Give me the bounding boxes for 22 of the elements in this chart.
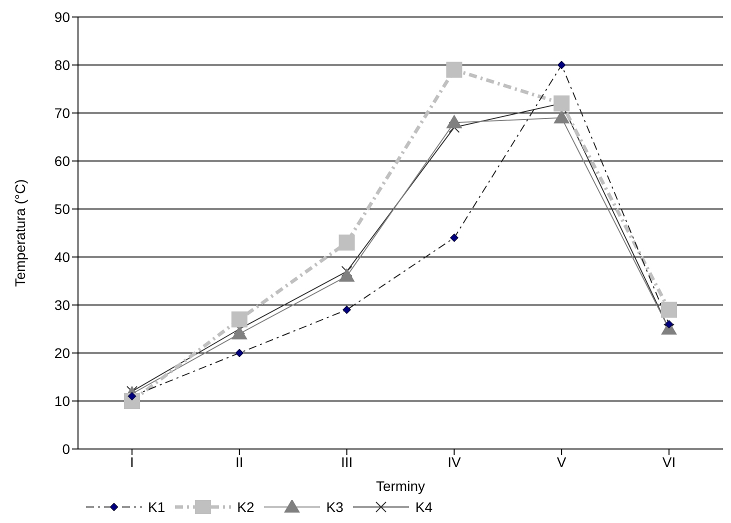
y-tick-label: 40 [54,248,70,265]
legend-label: K4 [415,499,432,515]
y-tick-label: 30 [54,296,70,313]
x-tick-label: VI [662,454,676,470]
y-axis-title: Temperatura (°C) [12,179,28,287]
y-tick-label: 70 [54,104,70,121]
x-tick-label: I [130,454,134,470]
x-tick-label: IV [448,454,462,470]
y-tick-label: 80 [54,56,70,73]
x-tick-label: III [340,454,353,470]
y-tick-label: 20 [54,344,70,361]
x-tick-label: V [556,454,567,470]
x-axis-title: Terminy [376,478,426,494]
y-tick-label: 0 [62,440,70,457]
y-tick-label: 60 [54,152,70,169]
y-tick-label: 10 [54,392,70,409]
legend-label: K3 [326,499,344,515]
y-tick-label: 90 [54,8,70,25]
legend-label: K2 [237,499,254,515]
legend-label: K1 [148,499,166,515]
x-tick-label: II [236,454,244,470]
y-tick-label: 50 [54,200,70,217]
